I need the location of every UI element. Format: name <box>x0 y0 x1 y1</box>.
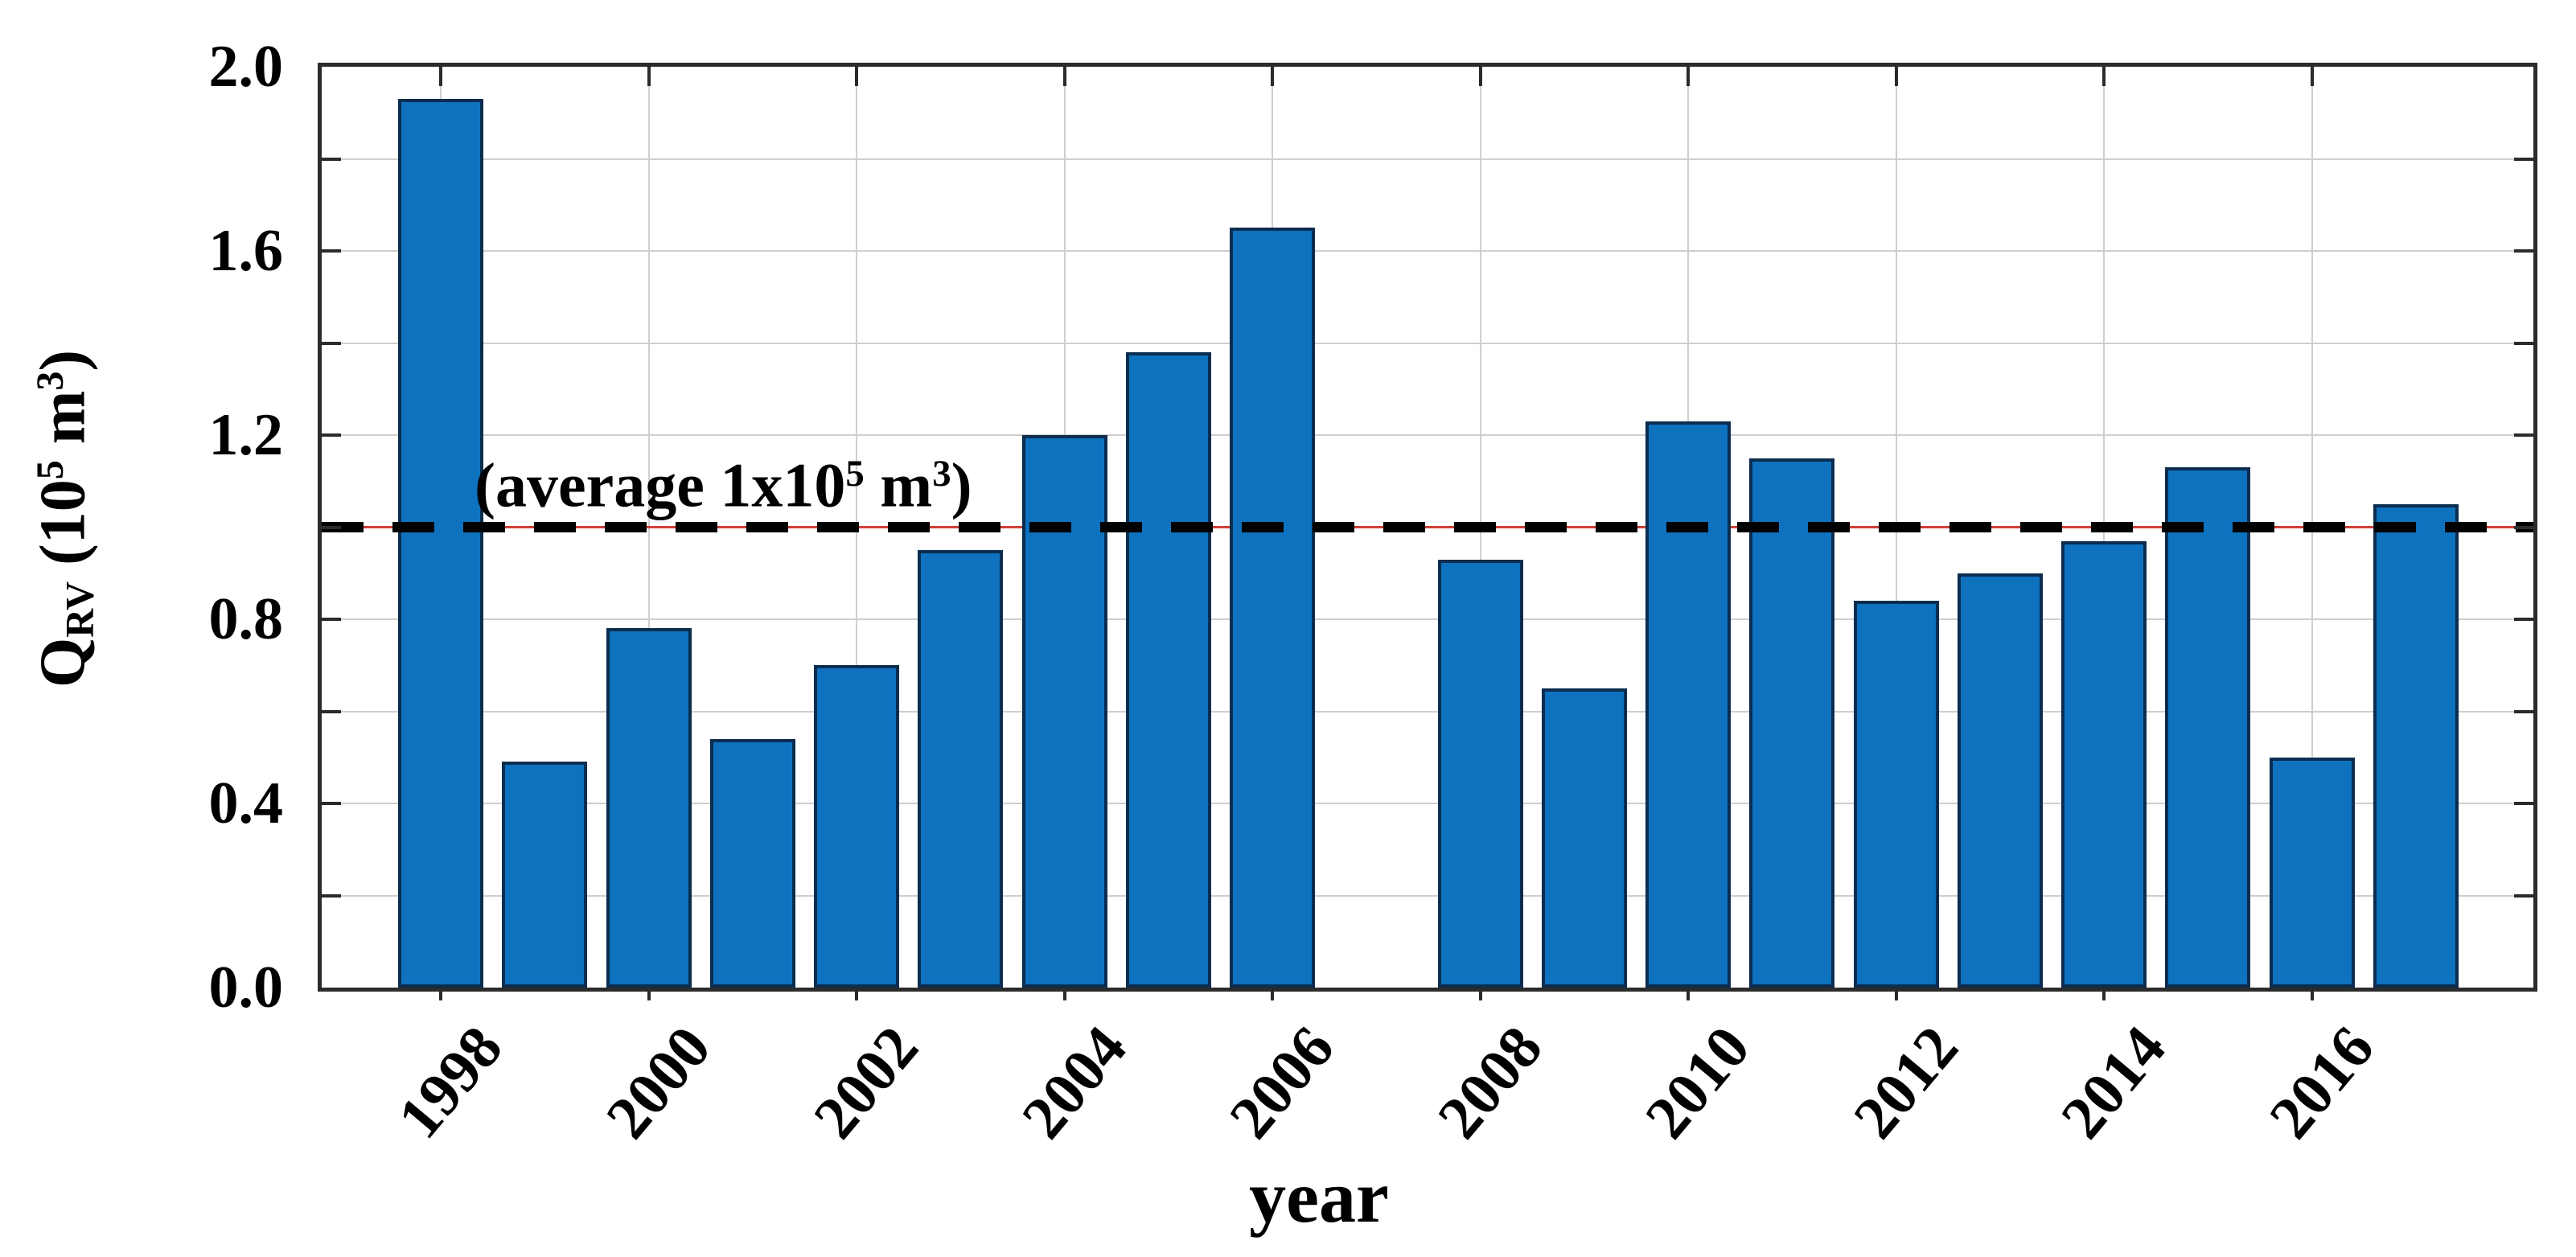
bar-2016 <box>2269 757 2355 988</box>
bar-2005 <box>1125 351 1211 988</box>
y-tick-right <box>2514 802 2533 805</box>
x-tick-top <box>2102 67 2106 86</box>
x-tick-label-2014: 2014 <box>2048 1013 2180 1152</box>
y-tick-label-1.2: 1.2 <box>208 402 284 468</box>
x-tick-top <box>647 67 651 86</box>
label-part: ) <box>951 450 972 520</box>
y-tick-right <box>2514 618 2533 621</box>
x-tick-top <box>2310 67 2314 86</box>
label-part: Q <box>27 637 99 688</box>
y-tick-left <box>322 525 341 529</box>
gridline-horizontal <box>322 894 2533 897</box>
bar-2002 <box>814 665 900 988</box>
y-tick-left <box>322 802 341 805</box>
gridline-horizontal <box>322 618 2533 620</box>
gridline-horizontal <box>322 803 2533 804</box>
bar-2017 <box>2373 503 2459 988</box>
label-part: m <box>864 450 933 520</box>
average-line <box>322 522 2533 532</box>
y-tick-right <box>2514 249 2533 253</box>
x-tick-label-2016: 2016 <box>2256 1013 2387 1152</box>
bar-2000 <box>606 628 692 988</box>
label-sup-part: 5 <box>845 453 865 495</box>
x-tick-label-2010: 2010 <box>1632 1013 1763 1152</box>
y-tick-right <box>2514 341 2533 345</box>
y-tick-label-1.6: 1.6 <box>208 218 284 284</box>
gridline-horizontal <box>322 434 2533 436</box>
gridline-horizontal <box>322 342 2533 344</box>
y-tick-right <box>2514 893 2533 898</box>
gridline-horizontal <box>322 710 2533 713</box>
y-tick-right <box>2514 157 2533 161</box>
y-tick-left <box>322 618 341 621</box>
label-sub-part: RV <box>57 581 102 638</box>
label-sup-part: 5 <box>29 460 72 480</box>
x-axis-title: year <box>1249 1156 1389 1238</box>
bar-2003 <box>918 550 1004 988</box>
label-sup-part: 3 <box>29 371 72 391</box>
bar-2012 <box>1853 601 1939 988</box>
x-tick-top <box>439 67 442 86</box>
bar-2010 <box>1645 421 1732 988</box>
label-part: (10 <box>27 479 99 581</box>
bar-2008 <box>1437 559 1523 988</box>
x-tick-bottom <box>2102 988 2106 1000</box>
x-tick-top <box>1687 67 1691 86</box>
gridline-horizontal <box>322 158 2533 160</box>
x-tick-bottom <box>1062 988 1066 1000</box>
y-tick-left <box>322 249 341 253</box>
x-tick-bottom <box>1687 988 1691 1000</box>
bar-2006 <box>1230 228 1316 988</box>
y-tick-left <box>322 893 341 898</box>
bar-2013 <box>1957 573 2043 988</box>
x-tick-bottom <box>439 988 442 1000</box>
label-part: ) <box>27 349 99 372</box>
x-tick-label-2002: 2002 <box>800 1013 931 1152</box>
bar-2001 <box>709 738 795 988</box>
y-tick-right <box>2514 433 2533 437</box>
bar-2009 <box>1541 688 1627 988</box>
bar-2004 <box>1021 435 1107 988</box>
x-tick-top <box>855 67 859 86</box>
x-tick-label-2000: 2000 <box>593 1013 724 1152</box>
x-tick-top <box>1271 67 1275 86</box>
x-tick-bottom <box>1478 988 1482 1000</box>
x-tick-top <box>1478 67 1482 86</box>
y-tick-label-2.0: 2.0 <box>208 34 284 100</box>
x-tick-top <box>1062 67 1066 86</box>
gridline-horizontal <box>322 250 2533 252</box>
x-tick-bottom <box>1894 988 1898 1000</box>
x-tick-bottom <box>1271 988 1275 1000</box>
x-tick-label-1998: 1998 <box>384 1013 516 1152</box>
y-axis-title: QRV (105 m3) <box>6 197 101 840</box>
plot-area: (average 1x105 m3) <box>318 63 2537 1000</box>
y-tick-label-0.4: 0.4 <box>208 770 284 836</box>
y-tick-right <box>2514 525 2533 529</box>
x-tick-bottom <box>2310 988 2314 1000</box>
bar-2015 <box>2165 467 2251 988</box>
bar-2014 <box>2061 540 2147 988</box>
label-sup-part: 3 <box>932 453 951 495</box>
bar-1999 <box>502 762 588 988</box>
x-tick-label-2004: 2004 <box>1009 1013 1140 1152</box>
y-tick-left <box>322 709 341 713</box>
y-tick-right <box>2514 709 2533 713</box>
label-part: m <box>27 390 99 461</box>
average-annotation: (average 1x105 m3) <box>475 438 972 521</box>
label-part: (average 1x10 <box>475 450 846 520</box>
y-tick-left <box>322 157 341 161</box>
y-tick-left <box>322 433 341 437</box>
plot-canvas: (average 1x105 m3) <box>322 67 2533 1000</box>
x-tick-label-2012: 2012 <box>1840 1013 1971 1152</box>
bar-2011 <box>1749 458 1835 988</box>
x-tick-bottom <box>855 988 859 1000</box>
y-tick-label-0.0: 0.0 <box>208 955 284 1021</box>
bar-1998 <box>398 99 483 988</box>
y-tick-label-0.8: 0.8 <box>208 586 284 652</box>
y-tick-left <box>322 341 341 345</box>
x-tick-top <box>1894 67 1898 86</box>
x-tick-bottom <box>647 988 651 1000</box>
